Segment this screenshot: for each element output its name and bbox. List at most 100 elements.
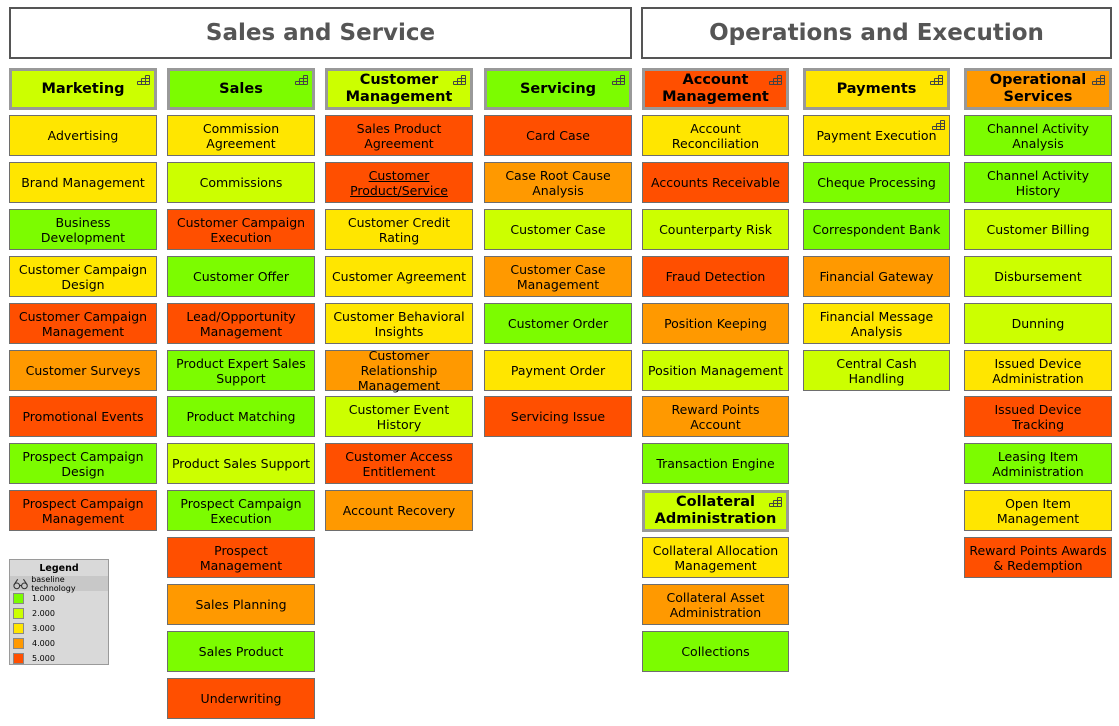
capability-label: Customer Relationship Management [357,348,441,393]
capability-box[interactable]: Payment Order [484,350,632,391]
capability-box[interactable]: Dunning [964,303,1112,344]
capability-box[interactable]: Transaction Engine [642,443,789,484]
capability-group-header[interactable]: Servicing [484,68,632,110]
legend-item: 2.000 [10,606,108,621]
capability-box[interactable]: Customer Relationship Management [325,348,473,393]
capability-box[interactable]: Customer Campaign Management [9,303,157,344]
capability-header-label: Marketing [41,80,125,97]
capability-box[interactable]: Customer Offer [167,256,315,297]
capability-box[interactable]: Product Matching [167,396,315,437]
capability-label: Dunning [1011,316,1065,331]
capability-box[interactable]: Brand Management [9,162,157,203]
capability-label: Customer Campaign Design [18,261,148,292]
capability-box[interactable]: Account Reconciliation [642,115,789,156]
capability-box[interactable]: Channel Activity Analysis [964,115,1112,156]
capability-box[interactable]: Financial Gateway [803,256,950,297]
capability-box[interactable]: Counterparty Risk [642,209,789,250]
capability-label: Customer Event History [348,401,450,432]
capability-label: Customer Case Management [510,261,606,292]
sub-capability-icon [932,120,945,130]
capability-group-header[interactable]: Marketing [9,68,157,110]
capability-box[interactable]: Central Cash Handling [803,350,950,391]
capability-box[interactable]: Product Expert Sales Support [167,350,315,391]
capability-label: Customer Campaign Execution [176,214,306,245]
capability-group-header[interactable]: Collateral Administration [642,490,789,532]
capability-box[interactable]: Customer Agreement [325,256,473,297]
capability-box[interactable]: Customer Credit Rating [325,209,473,250]
capability-label: Accounts Receivable [651,175,780,190]
capability-label: Leasing Item Administration [992,448,1084,479]
capability-box[interactable]: Case Root Cause Analysis [484,162,632,203]
capability-box[interactable]: Collections [642,631,789,672]
capability-box[interactable]: Customer Access Entitlement [325,443,473,484]
capability-box[interactable]: Servicing Issue [484,396,632,437]
sub-capability-icon [769,75,782,85]
capability-box[interactable]: Card Case [484,115,632,156]
capability-box[interactable]: Cheque Processing [803,162,950,203]
capability-box[interactable]: Customer Behavioral Insights [325,303,473,344]
capability-box[interactable]: Prospect Campaign Execution [167,490,315,531]
capability-box[interactable]: Product Sales Support [167,443,315,484]
capability-group-header[interactable]: Payments [803,68,950,110]
capability-box[interactable]: Position Management [642,350,789,391]
capability-box[interactable]: Open Item Management [964,490,1112,531]
capability-group-header[interactable]: Operational Services [964,68,1112,110]
capability-box[interactable]: Account Recovery [325,490,473,531]
capability-box[interactable]: Commissions [167,162,315,203]
capability-box[interactable]: Issued Device Administration [964,350,1112,391]
capability-label: Customer Agreement [331,269,467,284]
capability-box[interactable]: Underwriting [167,678,315,719]
capability-box[interactable]: Customer Case [484,209,632,250]
capability-box[interactable]: Promotional Events [9,396,157,437]
sub-capability-icon [1092,75,1105,85]
capability-label: Case Root Cause Analysis [505,167,611,198]
capability-box[interactable]: Lead/Opportunity Management [167,303,315,344]
capability-box[interactable]: Customer Event History [325,396,473,437]
capability-box[interactable]: Commission Agreement [167,115,315,156]
capability-box[interactable]: Sales Planning [167,584,315,625]
capability-box[interactable]: Leasing Item Administration [964,443,1112,484]
capability-box[interactable]: Customer Campaign Execution [167,209,315,250]
capability-box[interactable]: Customer Case Management [484,256,632,297]
capability-box[interactable]: Customer Campaign Design [9,256,157,297]
capability-label: Prospect Management [199,542,283,573]
capability-box[interactable]: Customer Product/Service [325,162,473,203]
capability-label: Account Reconciliation [671,120,760,151]
capability-box[interactable]: Customer Billing [964,209,1112,250]
capability-box[interactable]: Prospect Campaign Design [9,443,157,484]
capability-group-header[interactable]: Account Management [642,68,789,110]
capability-box[interactable]: Collateral Asset Administration [642,584,789,625]
group-title: Sales and Service [205,20,436,46]
legend-swatch [13,638,24,649]
capability-box[interactable]: Prospect Management [167,537,315,578]
capability-header-label: Servicing [519,80,597,97]
capability-label: Central Cash Handling [836,355,917,386]
capability-box[interactable]: Customer Surveys [9,350,157,391]
capability-label: Sales Product Agreement [356,120,442,151]
capability-box[interactable]: Fraud Detection [642,256,789,297]
capability-box[interactable]: Reward Points Awards & Redemption [964,537,1112,578]
capability-box[interactable]: Reward Points Account [642,396,789,437]
capability-box[interactable]: Prospect Campaign Management [9,490,157,531]
capability-label: Brand Management [21,175,145,190]
legend-subtitle-row: baseline technology [10,575,108,593]
capability-label: Correspondent Bank [812,222,941,237]
capability-box[interactable]: Collateral Allocation Management [642,537,789,578]
group-header-sales-and-service: Sales and Service [9,7,632,59]
capability-box[interactable]: Channel Activity History [964,162,1112,203]
capability-box[interactable]: Sales Product Agreement [325,115,473,156]
capability-group-header[interactable]: Customer Management [325,68,473,110]
capability-box[interactable]: Correspondent Bank [803,209,950,250]
capability-box[interactable]: Issued Device Tracking [964,396,1112,437]
capability-box[interactable]: Customer Order [484,303,632,344]
capability-group-header[interactable]: Sales [167,68,315,110]
capability-box[interactable]: Business Development [9,209,157,250]
capability-box[interactable]: Accounts Receivable [642,162,789,203]
capability-box[interactable]: Position Keeping [642,303,789,344]
capability-box[interactable]: Advertising [9,115,157,156]
capability-box[interactable]: Payment Execution [803,115,950,156]
capability-box[interactable]: Sales Product [167,631,315,672]
capability-label: Business Development [40,214,126,245]
capability-box[interactable]: Financial Message Analysis [803,303,950,344]
capability-box[interactable]: Disbursement [964,256,1112,297]
